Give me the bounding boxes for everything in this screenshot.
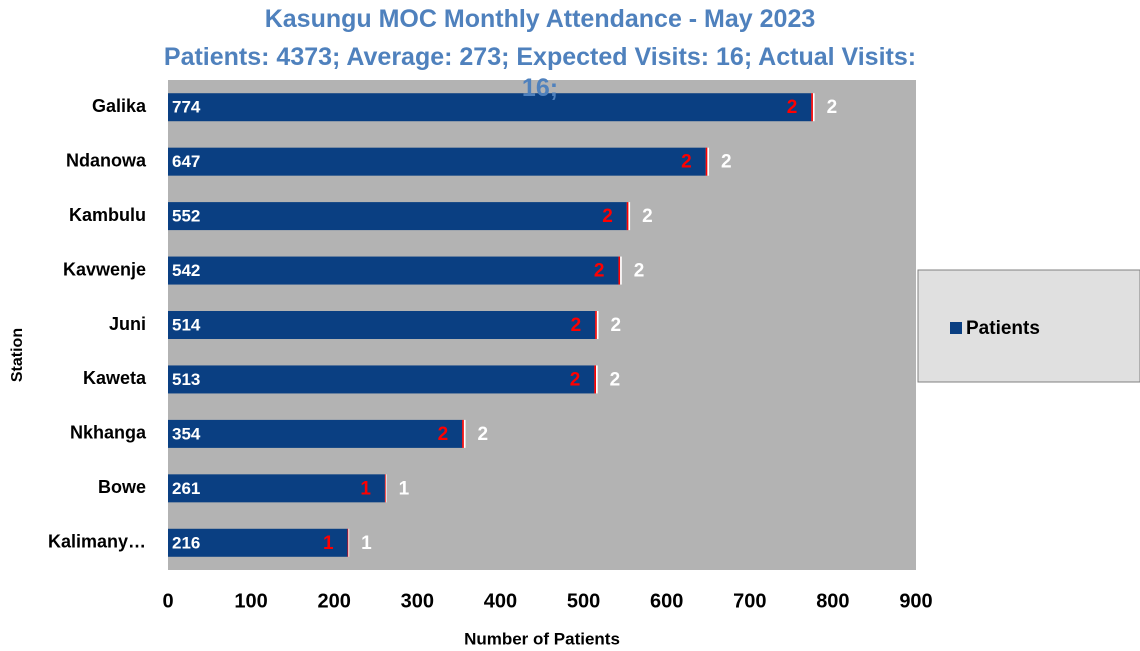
data-label: 774 [172, 98, 201, 117]
data-label: 2 [438, 424, 449, 445]
data-label: 2 [634, 261, 645, 282]
data-label: 2 [642, 206, 653, 227]
bar-segment [168, 365, 595, 394]
x-tick-label: 400 [484, 590, 517, 612]
chart-subtitle: Patients: 4373; Average: 273; Expected V… [163, 43, 917, 102]
bar-segment [168, 419, 463, 448]
y-tick-label: Juni [109, 314, 146, 334]
bar-segment [626, 202, 629, 231]
x-tick-label: 700 [733, 590, 766, 612]
bar-segment [811, 93, 813, 122]
data-label: 2 [478, 424, 489, 445]
bar-segment [628, 202, 631, 231]
data-label: 354 [172, 424, 201, 443]
bar-segment [168, 256, 619, 285]
bar-segment [168, 311, 596, 339]
data-label: 2 [827, 97, 838, 118]
bar-segment [707, 147, 710, 176]
data-label: 2 [594, 261, 605, 282]
y-axis-label: Station [9, 328, 26, 382]
data-label: 1 [323, 533, 334, 554]
bar-segment [705, 147, 708, 176]
bar-segment [168, 474, 385, 503]
data-label: 261 [172, 479, 200, 498]
data-label: 542 [172, 261, 200, 280]
bar-segment [384, 474, 386, 503]
data-label: 513 [172, 370, 200, 389]
data-label: 2 [611, 315, 622, 336]
bar-segment [596, 311, 599, 339]
data-label: 1 [399, 478, 410, 499]
bar-segment [812, 93, 815, 122]
data-label: 1 [360, 478, 371, 499]
data-label: 514 [172, 315, 201, 334]
data-label: 552 [172, 207, 200, 226]
x-tick-label: 0 [162, 590, 173, 612]
bar-segment [462, 419, 464, 448]
bar-segment [385, 474, 387, 503]
x-tick-label: 800 [816, 590, 849, 612]
data-label: 2 [721, 152, 732, 173]
bar-segment [620, 256, 622, 285]
x-tick-label: 900 [899, 590, 932, 612]
data-label: 1 [361, 533, 372, 554]
x-tick-label: 600 [650, 590, 683, 612]
bar-segment [618, 256, 621, 285]
data-label: 2 [571, 315, 582, 336]
x-tick-label: 300 [401, 590, 434, 612]
x-tick-label: 200 [318, 590, 351, 612]
data-label: 2 [787, 97, 798, 118]
data-label: 2 [681, 152, 692, 173]
bar-segment [596, 365, 598, 394]
data-label: 2 [602, 206, 613, 227]
y-tick-label: Galika [92, 96, 147, 116]
y-tick-label: Kambulu [69, 205, 146, 225]
bar-segment [168, 147, 706, 176]
x-tick-label: 500 [567, 590, 600, 612]
y-tick-label: Kaweta [83, 368, 147, 388]
data-label: 647 [172, 152, 200, 171]
bar-segment [594, 365, 597, 394]
bar-segment [168, 202, 627, 231]
y-tick-label: Bowe [98, 477, 146, 497]
bar-segment [168, 93, 812, 122]
y-tick-label: Kalimany… [48, 532, 146, 552]
data-label: 216 [172, 533, 200, 552]
chart-title: Kasungu MOC Monthly Attendance - May 202… [264, 5, 816, 33]
legend-swatch [950, 322, 962, 334]
y-tick-label: Nkhanga [70, 423, 147, 443]
legend-label: Patients [966, 318, 1040, 339]
bar-segment [595, 311, 597, 339]
bar-segment [347, 528, 349, 557]
bar-segment [463, 419, 466, 448]
x-tick-label: 100 [234, 590, 267, 612]
y-tick-label: Ndanowa [66, 150, 147, 170]
x-axis-label: Number of Patients [464, 629, 620, 648]
bar-segment [348, 528, 350, 557]
data-label: 2 [570, 369, 581, 390]
y-tick-label: Kavwenje [63, 259, 146, 279]
bar-segment [168, 528, 348, 557]
data-label: 2 [610, 369, 621, 390]
